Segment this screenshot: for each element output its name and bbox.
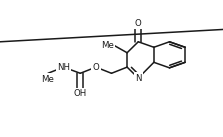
Text: O: O	[135, 19, 142, 28]
Text: OH: OH	[74, 89, 87, 98]
Text: N: N	[135, 74, 142, 83]
Text: Me: Me	[41, 75, 54, 84]
Text: NH: NH	[57, 63, 70, 72]
Text: Me: Me	[101, 41, 114, 50]
Text: O: O	[93, 63, 99, 72]
